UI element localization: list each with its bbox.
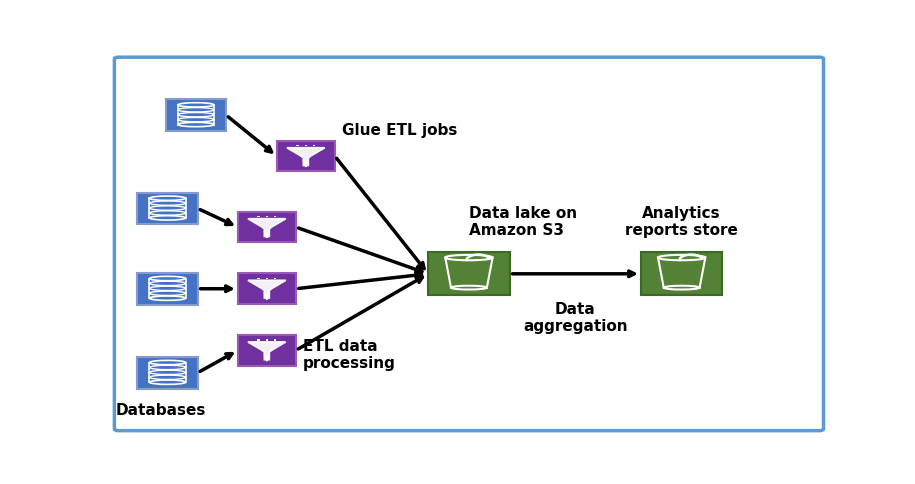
FancyBboxPatch shape [238, 274, 296, 304]
FancyBboxPatch shape [238, 212, 296, 243]
Polygon shape [248, 281, 285, 298]
Bar [149, 363, 186, 382]
Text: Analytics
reports store: Analytics reports store [625, 206, 738, 238]
Polygon shape [287, 149, 325, 166]
Text: Data
aggregation: Data aggregation [523, 301, 628, 333]
FancyBboxPatch shape [137, 357, 198, 389]
Ellipse shape [178, 123, 214, 127]
Polygon shape [248, 219, 285, 237]
Ellipse shape [149, 380, 186, 385]
FancyBboxPatch shape [640, 253, 723, 296]
Bar [257, 278, 260, 279]
Text: ETL data
processing: ETL data processing [303, 338, 396, 371]
FancyBboxPatch shape [137, 273, 198, 305]
Ellipse shape [149, 361, 186, 365]
Ellipse shape [178, 104, 214, 108]
FancyBboxPatch shape [276, 141, 335, 172]
Ellipse shape [663, 286, 700, 290]
Bar [149, 279, 186, 299]
Bar [257, 217, 260, 218]
Ellipse shape [149, 277, 186, 281]
Ellipse shape [149, 296, 186, 301]
Ellipse shape [149, 216, 186, 221]
Ellipse shape [149, 197, 186, 201]
Bar [149, 199, 186, 218]
Text: Data lake on
Amazon S3: Data lake on Amazon S3 [468, 206, 577, 238]
Bar [274, 278, 276, 279]
Bar [313, 146, 315, 147]
Ellipse shape [451, 286, 487, 290]
Polygon shape [248, 342, 285, 360]
Bar [265, 340, 268, 341]
Bar [265, 278, 268, 279]
Bar [265, 217, 268, 218]
Bar [296, 146, 298, 147]
Bar [274, 340, 276, 341]
Text: Glue ETL jobs: Glue ETL jobs [342, 123, 458, 138]
FancyBboxPatch shape [166, 100, 226, 132]
Bar [274, 217, 276, 218]
Bar [178, 106, 214, 125]
FancyBboxPatch shape [114, 58, 824, 431]
Text: Databases: Databases [115, 402, 206, 417]
FancyBboxPatch shape [137, 193, 198, 225]
FancyBboxPatch shape [428, 253, 510, 296]
Bar [257, 340, 260, 341]
Ellipse shape [658, 256, 705, 261]
Bar [305, 146, 307, 147]
Ellipse shape [446, 256, 492, 261]
FancyBboxPatch shape [238, 335, 296, 366]
